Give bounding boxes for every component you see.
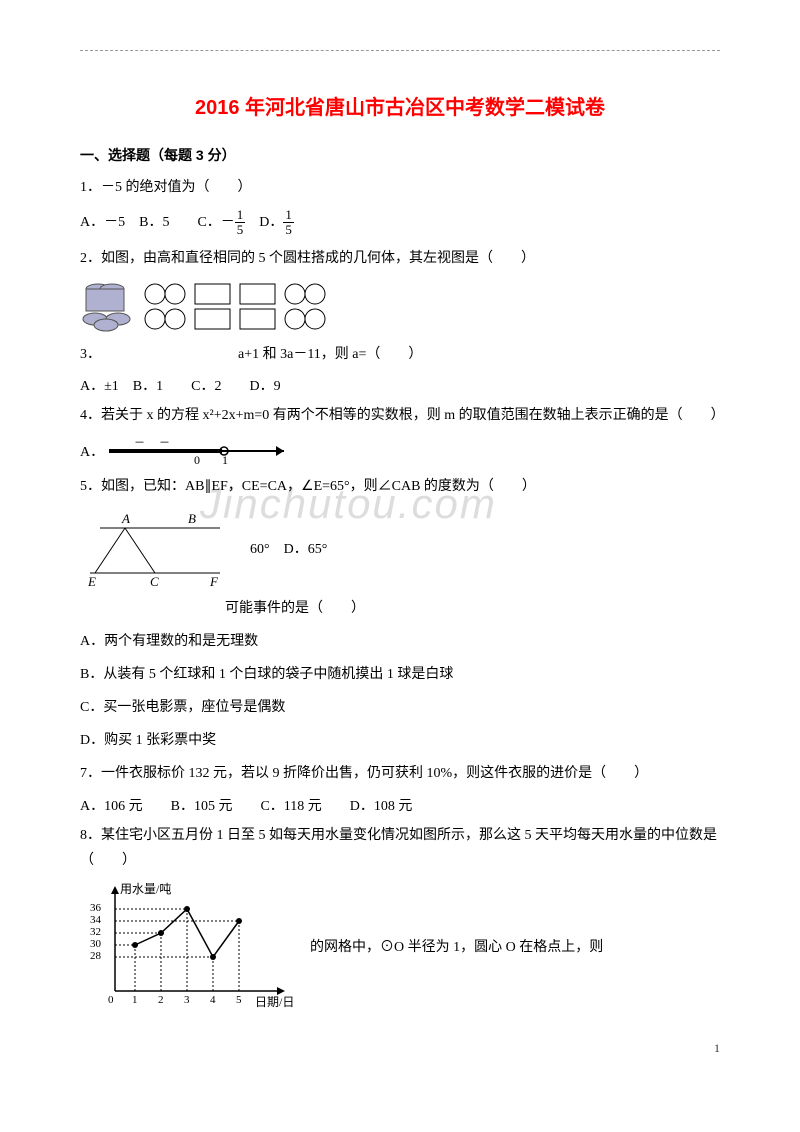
q3-mid: a+1 和 3a－11，则 a=（ ） [238, 347, 422, 362]
svg-text:34: 34 [90, 914, 102, 926]
question-3: 3． a+1 和 3a－11，则 a=（ ） [80, 342, 720, 367]
svg-text:B: B [188, 511, 196, 526]
svg-text:1: 1 [132, 994, 138, 1006]
q6-b: B．从装有 5 个红球和 1 个白球的袋子中随机摸出 1 球是白球 [80, 662, 720, 687]
q3-prefix: 3． [80, 347, 101, 362]
q8-figure: 用水量/吨 日期/日 36 34 32 30 28 0 1 2 3 4 5 [80, 881, 720, 1011]
svg-text:0: 0 [194, 453, 200, 466]
question-5: 5．如图，已知：AB∥EF，CE=CA，∠E=65°，则∠CAB 的度数为（ ） [80, 474, 720, 499]
q5-opts: 60° D．65° [250, 538, 327, 558]
svg-text:32: 32 [90, 926, 101, 938]
fraction-2: 15 [283, 208, 294, 238]
q6-a: A．两个有理数的和是无理数 [80, 629, 720, 654]
svg-text:2: 2 [158, 994, 164, 1006]
section-1-header: 一、选择题（每题 3 分） [80, 145, 720, 165]
q2-figure-row [80, 279, 720, 334]
q6-c: C．买一张电影票，座位号是偶数 [80, 695, 720, 720]
svg-text:C: C [150, 574, 159, 588]
q5-below: 可能事件的是（ ） [225, 596, 720, 621]
question-1: 1．－5 的绝对值为（ ） [80, 175, 720, 200]
line-chart-icon: 用水量/吨 日期/日 36 34 32 30 28 0 1 2 3 4 5 [80, 881, 300, 1011]
svg-text:28: 28 [90, 950, 102, 962]
q4-opt-a: A． [80, 441, 104, 461]
svg-text:3: 3 [184, 994, 190, 1006]
question-4: 4．若关于 x 的方程 x²+2x+m=0 有两个不相等的实数根，则 m 的取值… [80, 403, 720, 428]
question-2: 2．如图，由高和直径相同的 5 个圆柱搭成的几何体，其左视图是（ ） [80, 246, 720, 271]
svg-text:日期/日: 日期/日 [255, 995, 294, 1009]
q1-stem: 1．－5 的绝对值为（ ） [80, 180, 252, 195]
question-7: 7．一件衣服标价 132 元，若以 9 折降价出售，仍可获利 10%，则这件衣服… [80, 761, 720, 786]
q6-d: D．购买 1 张彩票中奖 [80, 728, 720, 753]
triangle-parallel-icon: A B E C F [80, 508, 240, 588]
exam-title: 2016 年河北省唐山市古冶区中考数学二模试卷 [80, 91, 720, 120]
q1-options: A．－5 B．5 C．－15 D．15 [80, 208, 720, 238]
svg-text:－: － [134, 437, 145, 449]
top-divider [80, 50, 720, 51]
fraction-1: 15 [235, 208, 246, 238]
q7-options: A．106 元 B．105 元 C．118 元 D．108 元 [80, 795, 720, 815]
svg-text:5: 5 [236, 994, 242, 1006]
svg-text:1: 1 [222, 453, 228, 466]
svg-text:F: F [209, 574, 219, 588]
question-8: 8．某住宅小区五月份 1 日至 5 如每天用水量变化情况如图所示，那么这 5 天… [80, 823, 720, 873]
svg-text:30: 30 [90, 938, 102, 950]
svg-text:E: E [87, 574, 96, 588]
page-number: 1 [80, 1041, 720, 1056]
q5-figure: A B E C F 60° D．65° [80, 508, 720, 588]
svg-text:A: A [121, 511, 130, 526]
svg-text:用水量/吨: 用水量/吨 [120, 882, 171, 896]
q9-fragment: 的网格中，⊙O 半径为 1，圆心 O 在格点上，则 [310, 936, 603, 956]
view-options-icon [140, 279, 340, 334]
svg-text:－: － [159, 437, 170, 449]
svg-text:4: 4 [210, 994, 216, 1006]
svg-text:36: 36 [90, 902, 102, 914]
number-line-icon: 0 1 － － [104, 436, 304, 466]
q4-figure: A． 0 1 － － [80, 436, 720, 466]
svg-text:0: 0 [108, 994, 114, 1006]
q3-options: A．±1 B．1 C．2 D．9 [80, 375, 720, 395]
cylinders-icon [80, 279, 140, 334]
